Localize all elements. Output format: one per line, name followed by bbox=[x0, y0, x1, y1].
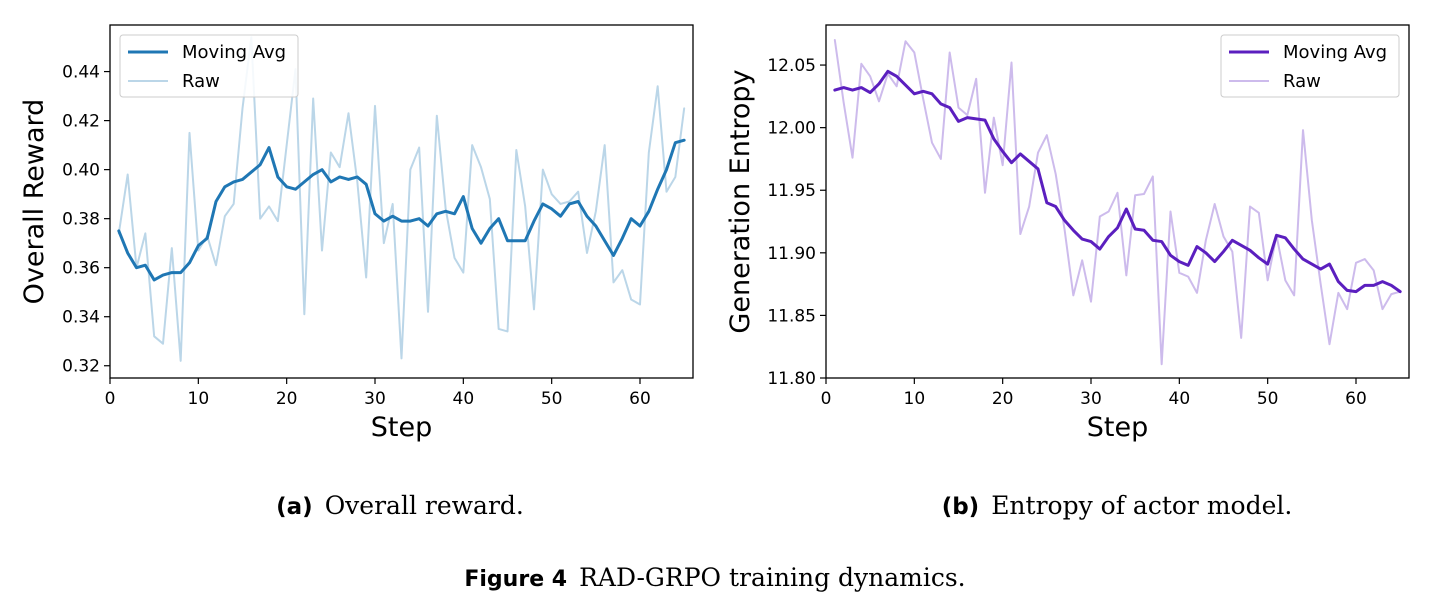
chart-0-ytick-label: 0.38 bbox=[62, 210, 100, 230]
chart-1-ytick-label: 11.85 bbox=[767, 306, 816, 326]
chart-0-y-axis-label: Overall Reward bbox=[19, 99, 50, 305]
chart-0-series-moving-avg bbox=[117, 138, 686, 282]
caption-b-text: Entropy of actor model. bbox=[991, 491, 1293, 520]
chart-1-x-axis-label: Step bbox=[1087, 412, 1148, 443]
caption-b-label: (b) bbox=[941, 494, 980, 520]
chart-1-series-moving-avg bbox=[833, 69, 1402, 294]
chart-1-xtick-label: 20 bbox=[992, 389, 1014, 409]
chart-1-xtick-label: 30 bbox=[1080, 389, 1102, 409]
chart-1-frame bbox=[825, 24, 1410, 379]
chart-1-y-axis-label: Generation Entropy bbox=[725, 69, 756, 333]
caption-b: (b) Entropy of actor model. bbox=[942, 491, 1293, 520]
entropy-chart: 0 10 20 30 40 50 60 11.80 11.85 11.90 11.95 12.00 12… bbox=[725, 24, 1410, 443]
figure: 0 10 20 30 40 50 60 0.32 0.34 0.36 0.38 0.40 0.42 0.4… bbox=[19, 24, 1410, 443]
chart-1-xtick-label: 10 bbox=[904, 389, 926, 409]
chart-1-xtick-label: 50 bbox=[1257, 389, 1279, 409]
chart-0-ytick-label: 0.34 bbox=[62, 308, 100, 328]
chart-1-legend-label: Moving Avg bbox=[1283, 42, 1387, 63]
chart-1-xtick-label: 40 bbox=[1169, 389, 1191, 409]
chart-0-legend-label: Moving Avg bbox=[182, 42, 286, 63]
chart-0-ytick-label: 0.42 bbox=[62, 112, 100, 132]
figure-caption: Figure 4 RAD-GRPO training dynamics. bbox=[464, 563, 965, 592]
caption-a: (a) Overall reward. bbox=[276, 491, 524, 520]
chart-0-xtick-label: 30 bbox=[364, 389, 386, 409]
chart-1-xtick-label: 60 bbox=[1345, 389, 1367, 409]
caption-a-text: Overall reward. bbox=[324, 491, 524, 520]
chart-1-ytick-label: 11.90 bbox=[767, 244, 816, 264]
chart-1-ytick-label: 12.05 bbox=[767, 56, 816, 76]
chart-0-xtick-label: 10 bbox=[188, 389, 210, 409]
chart-0-x-axis-label: Step bbox=[371, 412, 432, 443]
chart-0-ytick-label: 0.36 bbox=[62, 259, 100, 279]
chart-1-legend-label: Raw bbox=[1283, 71, 1321, 92]
chart-0-xtick-label: 60 bbox=[629, 389, 651, 409]
chart-0-xtick-label: 20 bbox=[276, 389, 298, 409]
figure-label: Figure 4 bbox=[464, 567, 568, 592]
chart-1-ytick-label: 11.95 bbox=[767, 181, 816, 201]
chart-0-series-raw bbox=[117, 36, 686, 362]
chart-0-ytick-label: 0.32 bbox=[62, 357, 100, 377]
chart-0-xtick-label: 50 bbox=[541, 389, 563, 409]
chart-0-ytick-label: 0.40 bbox=[62, 161, 100, 181]
chart-1-ytick-label: 12.00 bbox=[767, 119, 816, 139]
chart-0-xtick-label: 0 bbox=[105, 389, 116, 409]
chart-1-xtick-label: 0 bbox=[821, 389, 832, 409]
chart-1-legend: Moving Avg Raw bbox=[1220, 34, 1400, 98]
chart-0-xtick-label: 40 bbox=[453, 389, 475, 409]
chart-0-legend: Moving Avg Raw bbox=[119, 34, 299, 98]
reward-chart: 0 10 20 30 40 50 60 0.32 0.34 0.36 0.38 0.40 0.42 0.4… bbox=[19, 24, 694, 443]
figure-caption-text: RAD-GRPO training dynamics. bbox=[579, 563, 966, 592]
caption-a-label: (a) bbox=[276, 494, 313, 520]
chart-0-frame bbox=[109, 24, 694, 379]
chart-1-ytick-label: 11.80 bbox=[767, 369, 816, 389]
chart-0-legend-label: Raw bbox=[182, 71, 220, 92]
chart-0-ytick-label: 0.44 bbox=[62, 63, 100, 83]
chart-1-series-raw bbox=[833, 39, 1402, 366]
